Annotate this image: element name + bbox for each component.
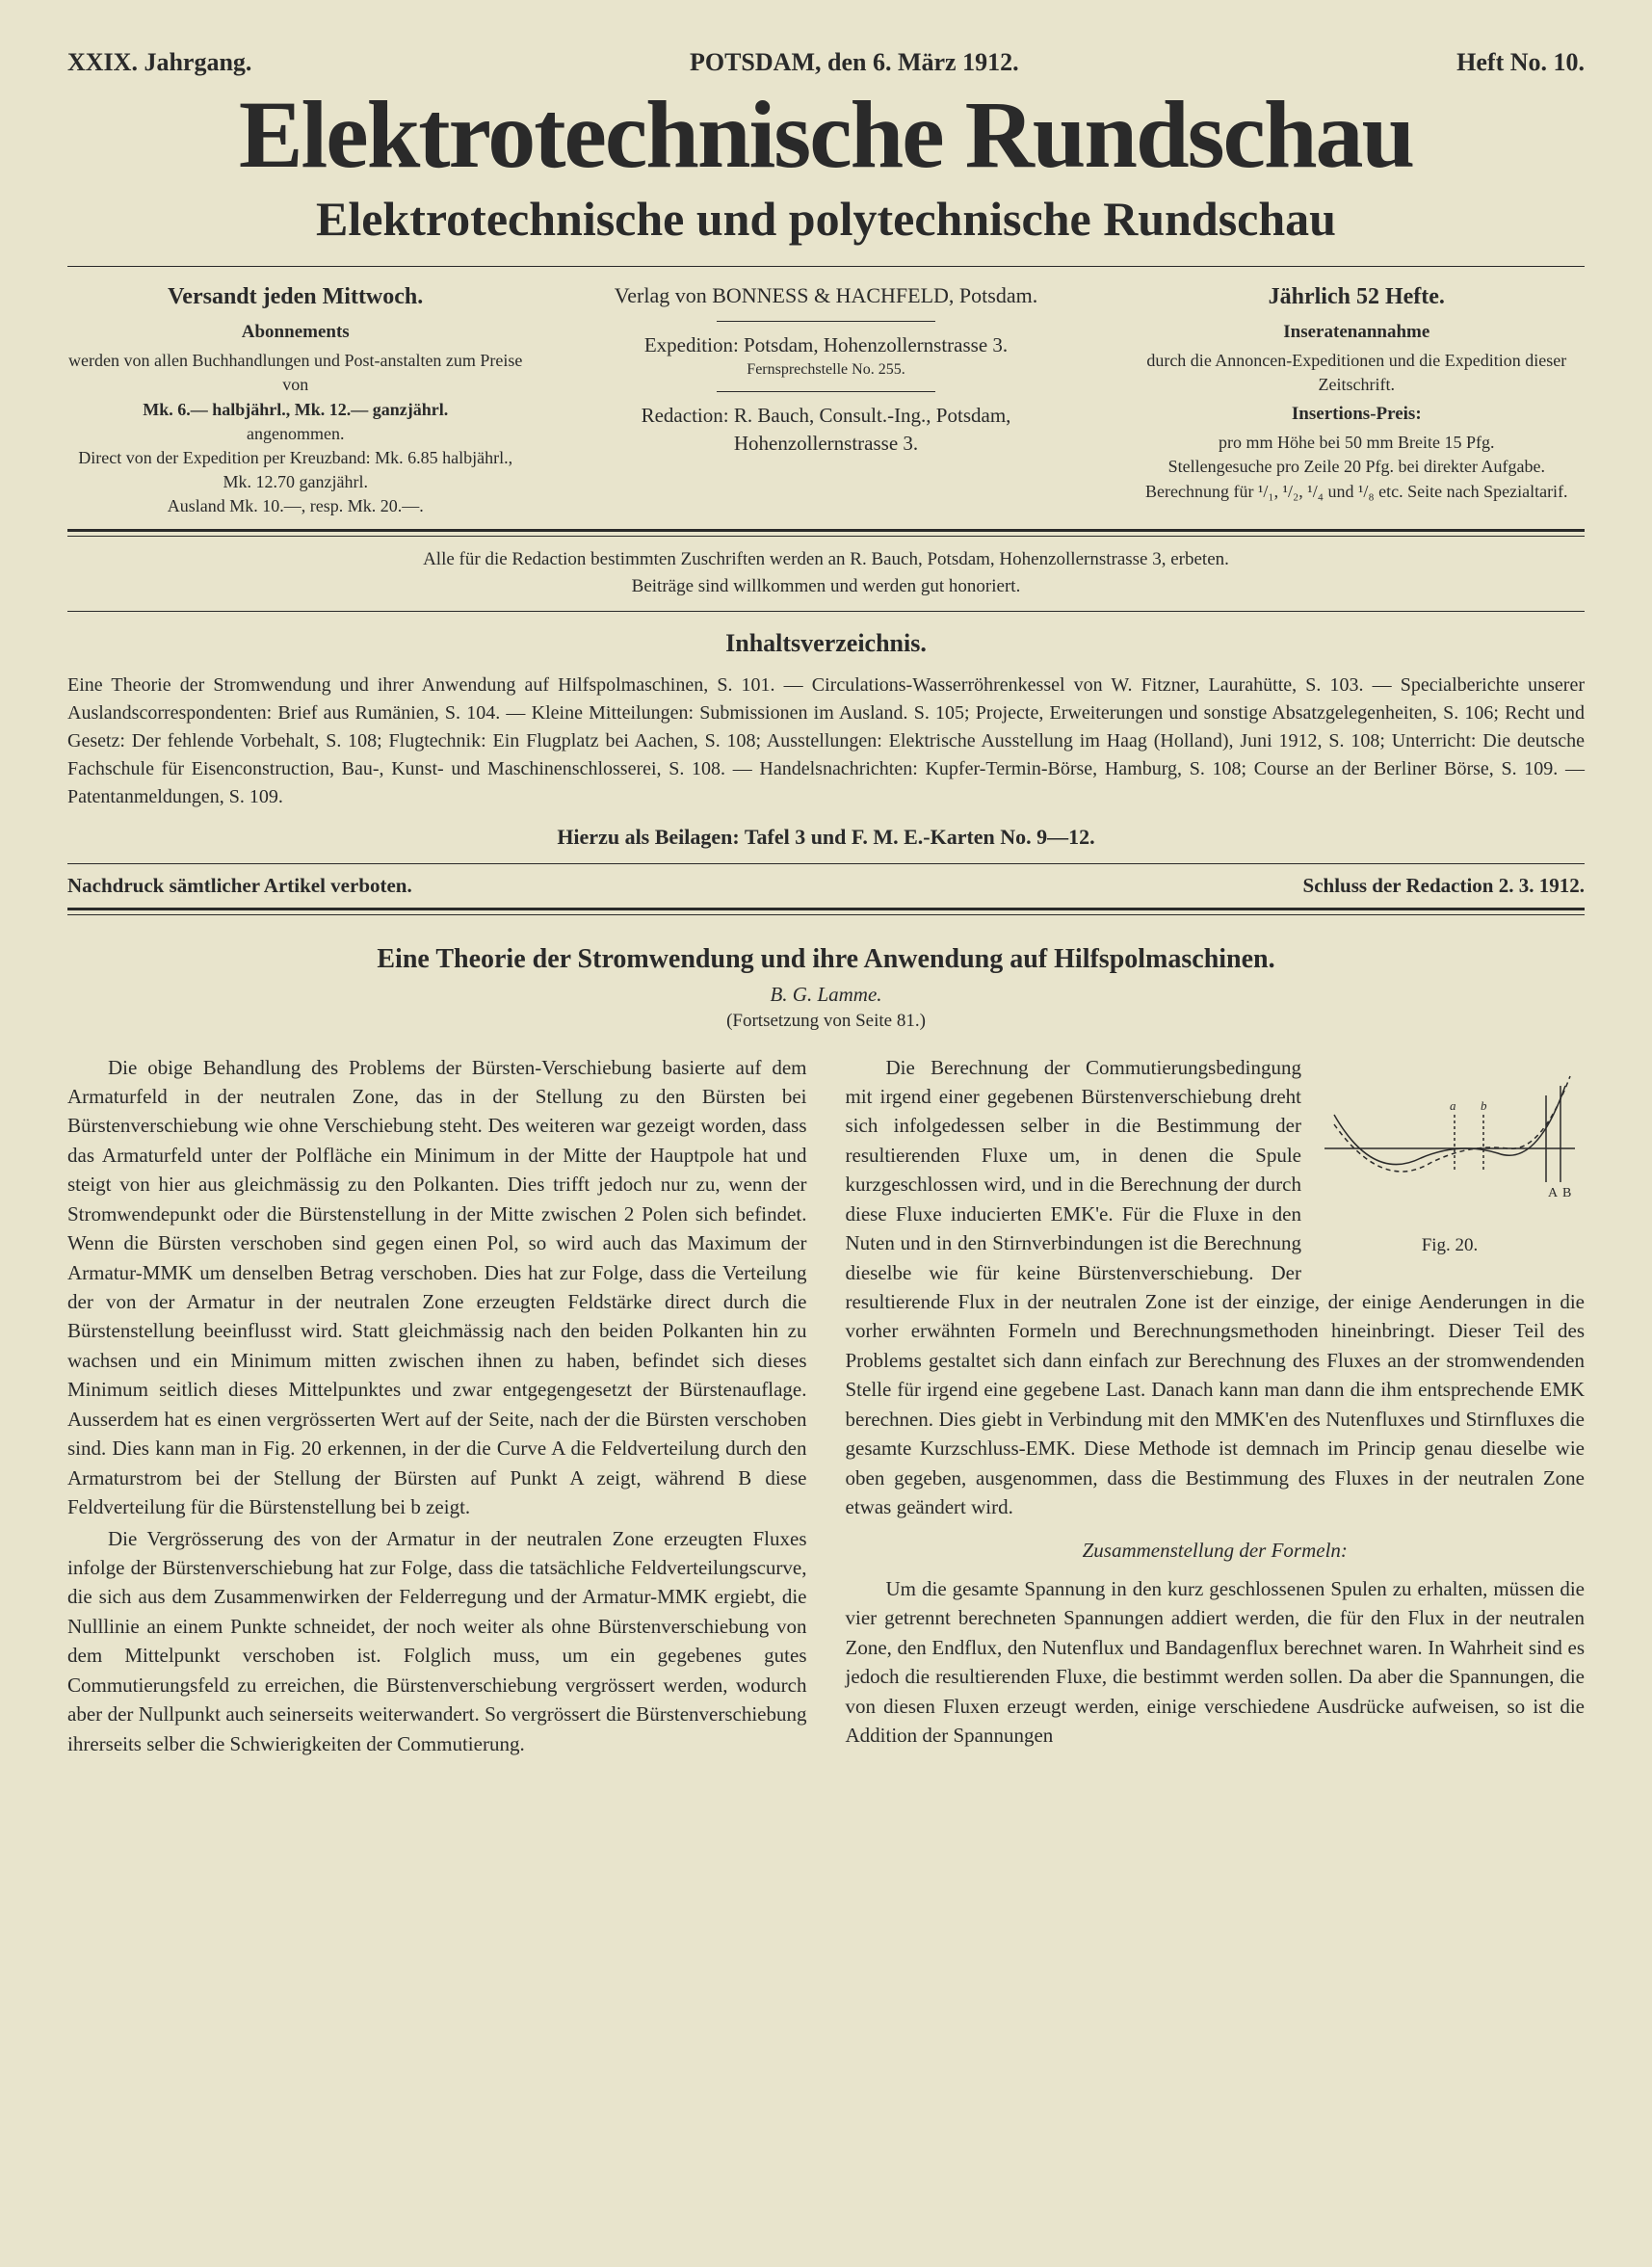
figure-caption: Fig. 20.: [1315, 1232, 1585, 1259]
column-left: Die obige Behandlung des Problems der Bü…: [67, 1053, 807, 1761]
ads-text: durch die Annoncen-Expeditionen und die …: [1129, 349, 1585, 397]
masthead-info: Versandt jeden Mittwoch. Abonnements wer…: [67, 281, 1585, 519]
toc-body: Eine Theorie der Stromwendung und ihrer …: [67, 672, 1585, 811]
redaction: Redaction: R. Bauch, Consult.-Ing., Pots…: [552, 402, 1099, 430]
redaction-addr: Hohenzollernstrasse 3.: [552, 430, 1099, 458]
redaction-close: Schluss der Redaction 2. 3. 1912.: [1303, 874, 1585, 898]
notice-line1: Alle für die Redaction bestimmten Zuschr…: [67, 546, 1585, 574]
curve-a-label: A: [1548, 1186, 1559, 1200]
notice-line2: Beiträge sind willkommen und werden gut …: [67, 573, 1585, 601]
abo-subhead: Abonnements: [67, 320, 523, 346]
publisher-col: Verlag von BONNESS & HACHFELD, Potsdam. …: [552, 281, 1099, 519]
curve-b-label: B: [1562, 1186, 1571, 1200]
divider: [717, 391, 935, 392]
point-a: a: [1450, 1098, 1456, 1113]
figure-svg: A B a b: [1315, 1057, 1585, 1221]
price-subhead: Insertions-Preis:: [1129, 402, 1585, 428]
divider: [67, 863, 1585, 864]
paragraph: Um die gesamte Spannung in den kurz gesc…: [846, 1574, 1586, 1751]
article-continuation: (Fortsetzung von Seite 81.): [67, 1011, 1585, 1032]
price-mm: pro mm Höhe bei 50 mm Breite 15 Pfg.: [1129, 431, 1585, 455]
point-b: b: [1481, 1098, 1487, 1113]
paragraph: Die Vergrösserung des von der Armatur in…: [67, 1524, 807, 1759]
divider: [717, 321, 935, 322]
volume-label: XXIX. Jahrgang.: [67, 48, 251, 77]
divider: [67, 908, 1585, 910]
issue-label: Heft No. 10.: [1456, 48, 1585, 77]
abo-price: Mk. 6.— halbjährl., Mk. 12.— ganzjährl.: [67, 398, 523, 422]
abo-accept: angenommen.: [67, 422, 523, 446]
yearly-head: Jährlich 52 Hefte.: [1129, 281, 1585, 314]
abo-text: werden von allen Buchhandlungen und Post…: [67, 349, 523, 397]
divider: [67, 529, 1585, 532]
figure-20: A B a b Fig. 20.: [1315, 1057, 1585, 1259]
ads-subhead: Inseratenannahme: [1129, 320, 1585, 346]
subscription-col: Versandt jeden Mittwoch. Abonnements wer…: [67, 281, 523, 519]
dateline: POTSDAM, den 6. März 1912.: [690, 48, 1019, 77]
expedition: Expedition: Potsdam, Hohenzollernstrasse…: [552, 331, 1099, 359]
journal-subtitle: Elektrotechnische und polytechnische Run…: [67, 191, 1585, 247]
article-columns: Die obige Behandlung des Problems der Bü…: [67, 1053, 1585, 1761]
divider: [67, 914, 1585, 915]
article-title: Eine Theorie der Stromwendung und ihre A…: [67, 944, 1585, 975]
price-frac: Berechnung für ¹/₁, ¹/₂, ¹/₄ und ¹/₈ etc…: [1129, 480, 1585, 504]
article-author: B. G. Lamme.: [67, 983, 1585, 1007]
dispatch-head: Versandt jeden Mittwoch.: [67, 281, 523, 314]
price-line: Stellengesuche pro Zeile 20 Pfg. bei dir…: [1129, 455, 1585, 479]
toc-heading: Inhaltsverzeichnis.: [67, 629, 1585, 658]
abo-direct: Direct von der Expedition per Kreuzband:…: [67, 446, 523, 494]
toc-supplement: Hierzu als Beilagen: Tafel 3 und F. M. E…: [67, 825, 1585, 850]
journal-title: Elektrotechnische Rundschau: [67, 87, 1585, 183]
column-right: A B a b Fig. 20. Die Berechnung der Comm…: [846, 1053, 1586, 1761]
formula-subhead: Zusammenstellung der Formeln:: [846, 1536, 1586, 1565]
phone: Fernsprechstelle No. 255.: [552, 359, 1099, 381]
reprint-notice: Nachdruck sämtlicher Artikel verboten.: [67, 874, 412, 898]
paragraph: Die obige Behandlung des Problems der Bü…: [67, 1053, 807, 1522]
divider: [67, 536, 1585, 537]
editorial-notice: Alle für die Redaction bestimmten Zuschr…: [67, 546, 1585, 601]
publisher: Verlag von BONNESS & HACHFELD, Potsdam.: [552, 281, 1099, 311]
divider: [67, 266, 1585, 267]
abo-foreign: Ausland Mk. 10.—, resp. Mk. 20.—.: [67, 494, 523, 518]
ads-col: Jährlich 52 Hefte. Inseratenannahme durc…: [1129, 281, 1585, 519]
divider: [67, 611, 1585, 612]
